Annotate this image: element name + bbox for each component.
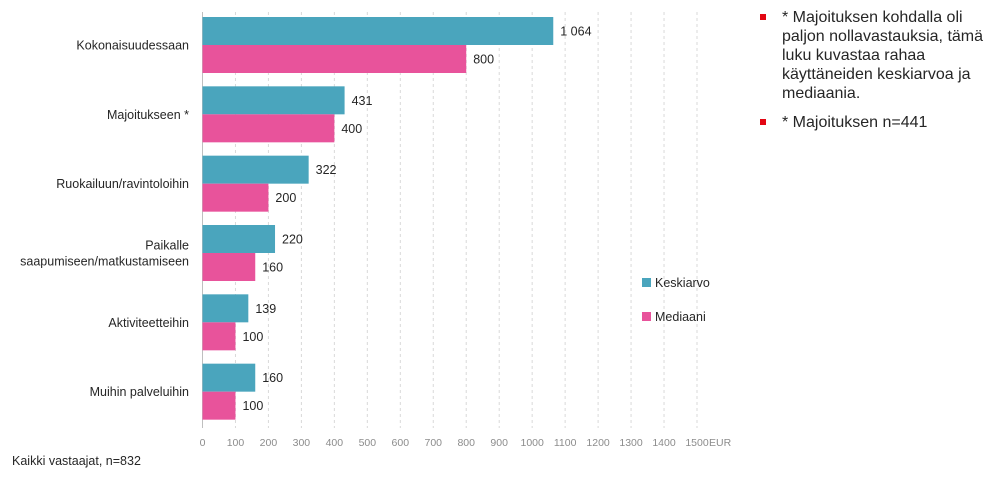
note-item: * Majoituksen kohdalla oli paljon nollav… [760,8,992,103]
x-tick-label: 200 [260,437,278,449]
data-label: 100 [242,399,263,413]
note-item: * Majoituksen n=441 [760,113,992,132]
category-label-line: Majoitukseen * [107,108,189,122]
data-label: 139 [255,302,276,316]
x-tick-label: 1200 [586,437,610,449]
x-tick-label: 700 [425,437,443,449]
bar-mediaani [202,45,467,73]
x-tick-label: 800 [457,437,475,449]
category-label-line: saapumiseen/matkustamiseen [20,255,189,269]
bullet-icon [760,14,766,20]
category-label-line: Ruokailuun/ravintoloihin [56,177,189,191]
bar-keskiarvo [202,155,309,184]
data-label: 800 [473,53,494,67]
bullet-icon [760,119,766,125]
notes-list: * Majoituksen kohdalla oli paljon nollav… [760,8,992,142]
data-label: 160 [262,371,283,385]
category-label-line: Kokonaisuudessaan [76,39,189,53]
x-tick-label: 0 [200,437,206,449]
data-label: 200 [275,191,296,205]
x-tick-label: 900 [490,437,508,449]
x-tick-label: 1500 [685,437,709,449]
data-label: 160 [262,261,283,275]
data-label: 431 [352,94,373,108]
note-text: * Majoituksen n=441 [782,114,928,131]
bar-mediaani [202,114,335,143]
legend-swatch [642,278,651,287]
category-label-line: Aktiviteetteihin [108,316,189,330]
x-tick-label: 1000 [520,437,544,449]
x-tick-label: 1100 [554,437,577,449]
bar-keskiarvo [202,17,554,45]
category-label: Ruokailuun/ravintoloihin [56,177,189,191]
category-label: Muihin palveluihin [90,385,189,399]
bar-keskiarvo [202,294,249,323]
data-label: 220 [282,233,303,247]
x-tick-label: 100 [227,437,245,449]
data-label: 400 [341,122,362,136]
bar-mediaani [202,391,236,420]
x-tick-label: 400 [326,437,344,449]
data-label: 1 064 [560,25,591,39]
x-tick-label: 300 [293,437,311,449]
bar-keskiarvo [202,86,345,115]
sample-footnote: Kaikki vastaajat, n=832 [12,454,141,468]
x-tick-label: 600 [392,437,410,449]
bar-keskiarvo [202,225,276,253]
x-unit-label: EUR [709,437,732,449]
category-label: Paikalle saapumiseen/matkustamiseen [20,239,189,269]
legend-label: Keskiarvo [655,276,710,290]
category-label: Kokonaisuudessaan [76,39,189,53]
bar-mediaani [202,183,269,212]
bar-mediaani [202,253,256,281]
x-tick-label: 500 [359,437,377,449]
category-label-line: Paikalle [145,239,189,253]
category-label: Majoitukseen * [107,108,189,122]
category-label-line: Muihin palveluihin [90,385,189,399]
legend-swatch [642,312,651,321]
x-tick-label: 1300 [619,437,643,449]
data-label: 100 [242,330,263,344]
bar-keskiarvo [202,363,256,392]
legend-label: Mediaani [655,310,706,324]
bar-mediaani [202,322,236,351]
category-label: Aktiviteetteihin [108,316,189,330]
note-text: * Majoituksen kohdalla oli paljon nollav… [782,9,984,102]
x-tick-label: 1400 [652,437,676,449]
data-label: 322 [316,163,337,177]
